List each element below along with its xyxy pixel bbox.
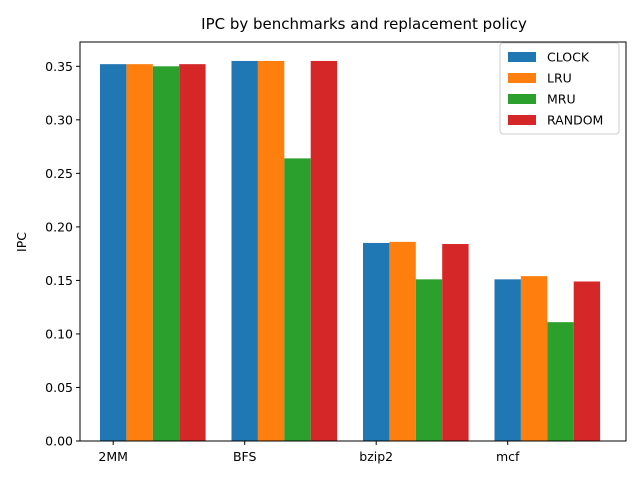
bar-mru-bzip2 — [415, 279, 443, 441]
y-tick-label: 0.10 — [45, 326, 73, 341]
y-tick-label: 0.00 — [45, 434, 73, 449]
bar-random-2mm — [179, 64, 206, 441]
legend-label-lru: LRU — [547, 71, 572, 86]
bar-clock-mcf — [494, 279, 521, 441]
y-tick-label: 0.05 — [45, 380, 73, 395]
y-tick-label: 0.30 — [45, 112, 73, 127]
bar-lru-2mm — [126, 64, 153, 441]
y-tick-label: 0.25 — [45, 166, 73, 181]
y-tick-label: 0.35 — [45, 59, 73, 74]
legend-label-mru: MRU — [547, 92, 576, 107]
x-ticks-group: 2MM BFS bzip2 mcf — [98, 441, 520, 464]
x-tick-label: BFS — [233, 449, 257, 464]
bar-clock-2mm — [100, 64, 127, 441]
bar-mru-2mm — [152, 66, 180, 442]
y-tick-label: 0.15 — [45, 273, 73, 288]
plot-frame — [79, 41, 627, 442]
bar-random-bfs — [310, 60, 338, 441]
legend-swatch-random — [508, 115, 536, 125]
x-tick-label: mcf — [496, 449, 520, 464]
legend-label-random: RANDOM — [547, 113, 603, 128]
y-ticks-group: 0.00 0.05 0.10 0.15 0.20 0.25 0.30 0.35 — [45, 59, 80, 449]
x-tick-label: 2MM — [98, 449, 128, 464]
bar-lru-bzip2 — [389, 241, 416, 441]
y-axis-label: IPC — [14, 232, 29, 252]
legend-label-clock: CLOCK — [547, 50, 590, 65]
bar-lru-bfs — [257, 60, 285, 441]
x-tick-label: bzip2 — [359, 449, 393, 464]
legend-swatch-clock — [508, 52, 536, 62]
bar-clock-bfs — [231, 60, 258, 441]
bar-random-mcf — [573, 281, 601, 441]
legend-swatch-lru — [508, 73, 536, 83]
bars-group — [100, 60, 601, 442]
bar-random-bzip2 — [442, 244, 469, 441]
legend-box — [499, 42, 620, 135]
bar-clock-bzip2 — [363, 242, 390, 441]
chart-title: IPC by benchmarks and replacement policy — [201, 15, 527, 33]
bar-mru-bfs — [284, 158, 311, 441]
bar-lru-mcf — [520, 276, 548, 441]
y-tick-label: 0.20 — [45, 219, 73, 234]
bar-mru-mcf — [547, 322, 574, 441]
legend-swatch-mru — [508, 94, 536, 104]
legend: CLOCK LRU MRU RANDOM — [499, 42, 620, 135]
